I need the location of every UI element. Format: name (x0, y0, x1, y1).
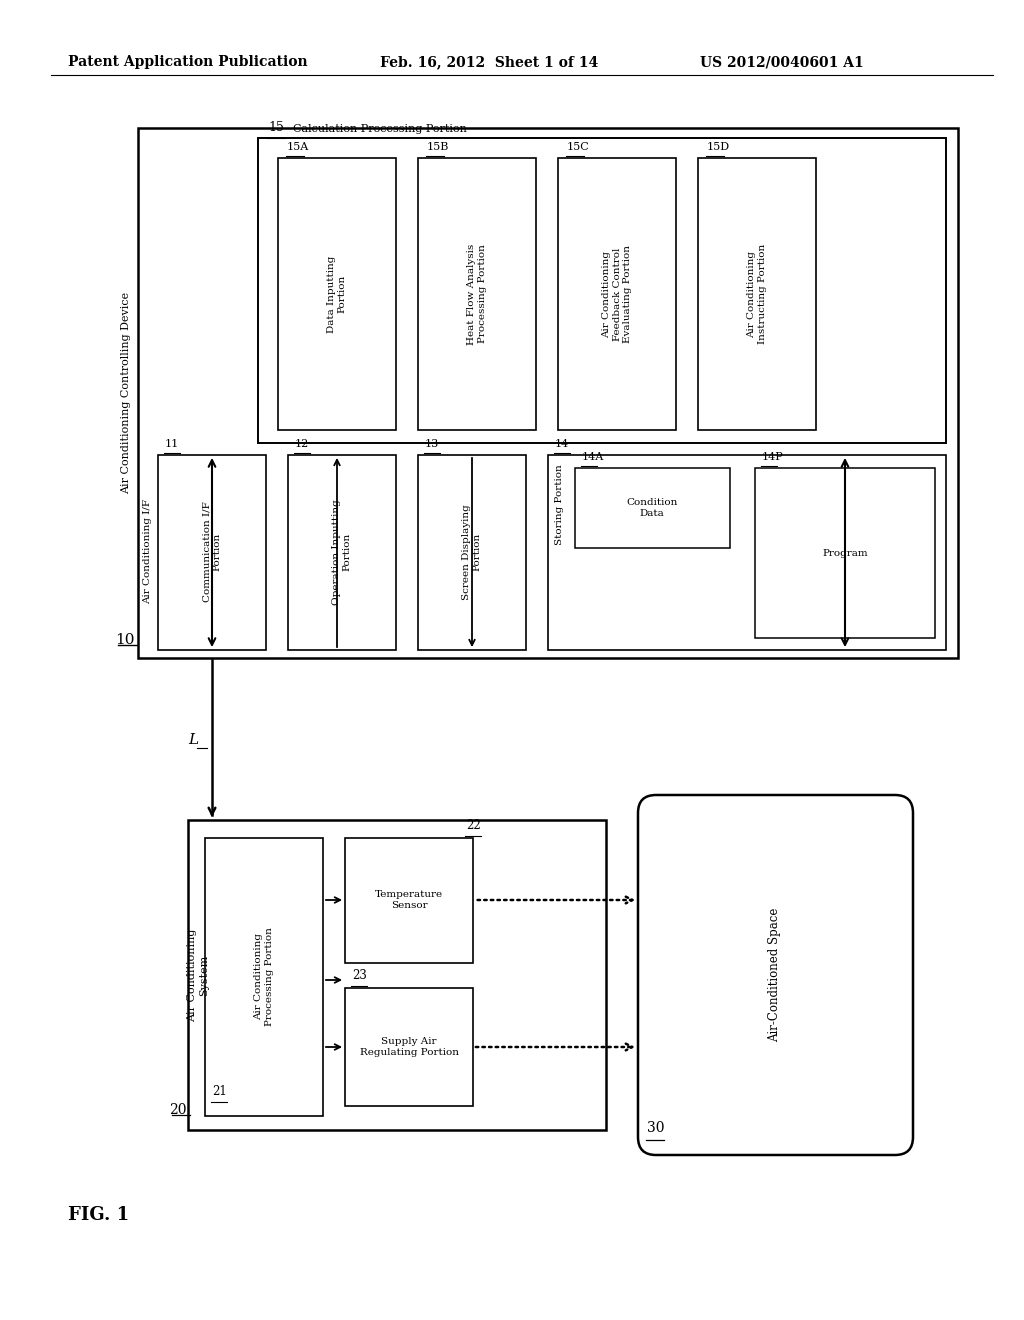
Text: 23: 23 (352, 969, 367, 982)
Bar (418, 455, 526, 649)
Bar (575, 469, 730, 548)
Bar (698, 158, 816, 430)
Text: Feb. 16, 2012  Sheet 1 of 14: Feb. 16, 2012 Sheet 1 of 14 (380, 55, 598, 69)
Text: 11: 11 (165, 440, 179, 449)
Text: 21: 21 (212, 1085, 226, 1098)
Bar (188, 820, 606, 1130)
Text: Supply Air
Regulating Portion: Supply Air Regulating Portion (359, 1038, 459, 1057)
Bar (158, 455, 266, 649)
Text: Condition
Data: Condition Data (627, 498, 678, 517)
Text: Air Conditioning Controlling Device: Air Conditioning Controlling Device (121, 292, 131, 494)
Text: 12: 12 (295, 440, 309, 449)
Text: Storing Portion: Storing Portion (555, 465, 564, 545)
Text: 14P: 14P (762, 451, 783, 462)
Text: 15D: 15D (707, 143, 730, 152)
Text: Temperature
Sensor: Temperature Sensor (375, 890, 443, 909)
Text: L: L (188, 733, 198, 747)
Bar (138, 128, 958, 657)
Text: Air-Conditioned Space: Air-Conditioned Space (768, 908, 781, 1043)
Text: Air Conditioning
Instructing Portion: Air Conditioning Instructing Portion (748, 244, 767, 345)
Text: Communication I/F
Portion: Communication I/F Portion (203, 502, 222, 602)
Text: 13: 13 (425, 440, 439, 449)
Bar (755, 469, 935, 638)
Text: Air Conditioning
Feedback Control
Evaluating Portion: Air Conditioning Feedback Control Evalua… (602, 246, 632, 343)
Bar (418, 158, 536, 430)
Text: US 2012/0040601 A1: US 2012/0040601 A1 (700, 55, 864, 69)
Text: 10: 10 (116, 634, 135, 647)
FancyBboxPatch shape (638, 795, 913, 1155)
Bar (288, 455, 396, 649)
Text: 15: 15 (268, 121, 284, 135)
Text: Calculation Processing Portion: Calculation Processing Portion (293, 124, 467, 135)
Text: FIG. 1: FIG. 1 (68, 1206, 129, 1224)
Text: Heat Flow Analysis
Processing Portion: Heat Flow Analysis Processing Portion (467, 243, 486, 345)
Text: Air Conditioning
System: Air Conditioning System (187, 928, 209, 1022)
Bar (258, 139, 946, 444)
Text: Data Inputting
Portion: Data Inputting Portion (328, 255, 347, 333)
Text: 15A: 15A (287, 143, 309, 152)
Text: Program: Program (822, 549, 867, 557)
Bar (548, 455, 946, 649)
Text: 14: 14 (555, 440, 569, 449)
Text: Screen Displaying
Portion: Screen Displaying Portion (462, 504, 481, 599)
Bar (558, 158, 676, 430)
Text: 14A: 14A (582, 451, 604, 462)
Bar (278, 158, 396, 430)
Text: 22: 22 (466, 818, 480, 832)
Text: 15B: 15B (427, 143, 450, 152)
Bar (345, 838, 473, 964)
Bar (205, 838, 323, 1115)
Text: Air Conditioning I/F: Air Conditioning I/F (143, 499, 153, 605)
Text: 20: 20 (169, 1104, 186, 1117)
Text: Patent Application Publication: Patent Application Publication (68, 55, 307, 69)
Bar (345, 987, 473, 1106)
Text: 15C: 15C (567, 143, 590, 152)
Text: Operation Inputting
Portion: Operation Inputting Portion (333, 499, 351, 605)
Text: Air Conditioning
Processing Portion: Air Conditioning Processing Portion (254, 928, 273, 1027)
Text: 30: 30 (647, 1121, 665, 1135)
